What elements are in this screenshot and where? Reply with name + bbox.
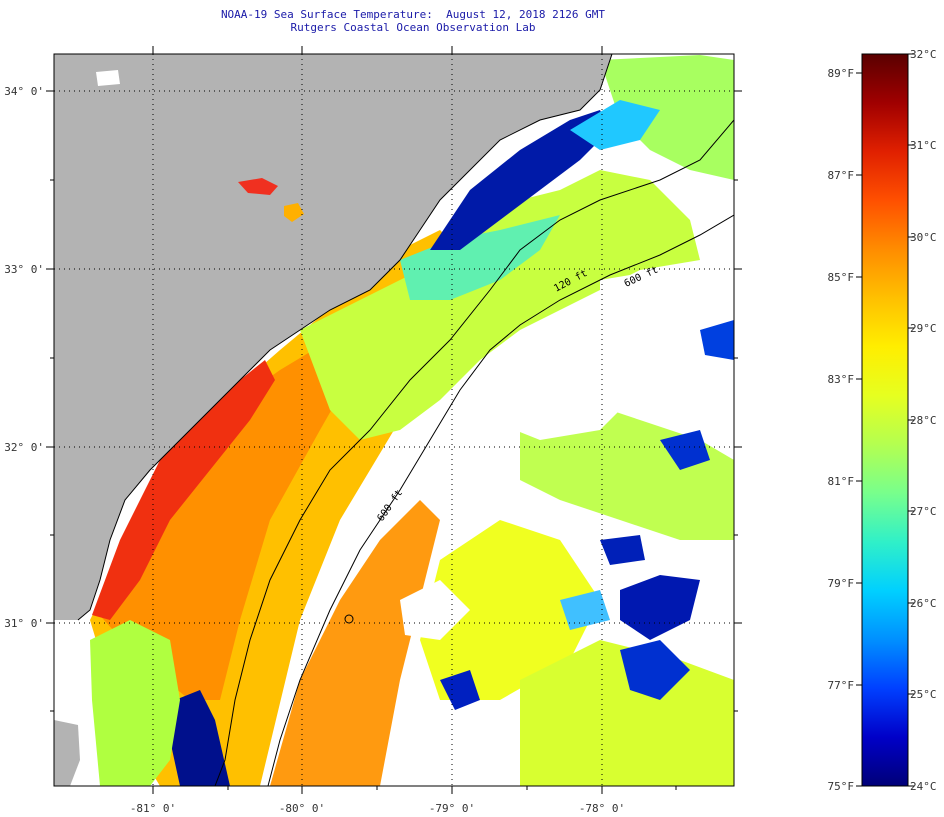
sst-cold-upwelling-north: [430, 110, 610, 250]
colorbar-c-26: 26°C: [910, 597, 937, 610]
sst-green-shelf: [300, 170, 700, 440]
colorbar-f-87: 87°F: [827, 169, 855, 182]
sst-offshore-blue-patch-4: [660, 430, 710, 470]
sst-offshore-yellow-patch: [420, 520, 600, 700]
sst-green-south: [90, 620, 180, 786]
lat-label-32: 32° 0': [4, 441, 44, 454]
map-frame: [53, 53, 735, 787]
colorbar-c-25: 25°C: [910, 688, 937, 701]
colorbar-f-75: 75°F: [827, 780, 855, 793]
sst-offshore-orange: [270, 500, 440, 786]
lake-northwest: [96, 70, 120, 86]
colorbar-c-24: 24°C: [910, 780, 937, 793]
lat-label-34: 34° 0': [4, 85, 44, 98]
sst-cyan-north: [570, 100, 660, 150]
map-title: NOAA-19 Sea Surface Temperature: August …: [220, 8, 606, 21]
lat-label-31: 31° 0': [4, 617, 44, 630]
graticule: [54, 54, 734, 786]
colorbar: [861, 53, 909, 787]
lon-label-80: -80° 0': [278, 802, 326, 815]
lake-moultrie: [284, 203, 304, 222]
land: [54, 54, 612, 620]
sst-hot-coastal: [92, 360, 275, 620]
map-subtitle: Rutgers Coastal Ocean Observation Lab: [290, 21, 536, 34]
colorbar-f-89: 89°F: [827, 67, 855, 80]
colorbar-c-27: 27°C: [910, 505, 937, 518]
colorbar-c-28: 28°C: [910, 414, 937, 427]
lon-label-78: -78° 0': [578, 802, 626, 815]
cloud-patch-offshore: [480, 360, 630, 440]
sst-offshore-blue-patch-3: [440, 670, 480, 710]
map-ticks: [46, 46, 742, 794]
land-south-strip: [54, 720, 80, 786]
sst-offshore-blue-patch-1: [620, 575, 700, 640]
isobath-600ft: [267, 214, 734, 786]
colorbar-ticks: [856, 53, 914, 787]
sst-lime-northeast: [600, 55, 734, 180]
lake-marion: [238, 178, 278, 195]
colorbar-c-30: 30°C: [910, 231, 937, 244]
lon-label-81: -81° 0': [129, 802, 177, 815]
lat-label-33: 33° 0': [4, 263, 44, 276]
cloud-patch-east: [600, 270, 700, 330]
colorbar-c-32: 32°C: [910, 48, 937, 61]
colorbar-f-79: 79°F: [827, 577, 855, 590]
sst-orange-band: [95, 340, 360, 700]
colorbar-f-85: 85°F: [827, 271, 855, 284]
coastline: [77, 54, 613, 621]
colorbar-f-81: 81°F: [827, 475, 855, 488]
isobath-120ft: [214, 119, 734, 786]
colorbar-c-31: 31°C: [910, 139, 937, 152]
sst-cyan-shelf: [400, 215, 560, 300]
colorbar-f-83: 83°F: [827, 373, 855, 386]
colorbar-f-77: 77°F: [827, 679, 855, 692]
sst-offshore-blue-patch-2: [620, 640, 690, 700]
lon-label-79: -79° 0': [428, 802, 476, 815]
sst-offshore-blue-patch-5: [700, 320, 734, 360]
sst-cold-upwelling-south: [170, 690, 230, 786]
colorbar-c-29: 29°C: [910, 322, 937, 335]
sst-offshore-blue-patch-6: [600, 535, 645, 565]
map-plot-area: 120 ft 600 ft 600 ft: [54, 54, 734, 786]
sst-offshore-cyan-patch: [560, 590, 610, 630]
